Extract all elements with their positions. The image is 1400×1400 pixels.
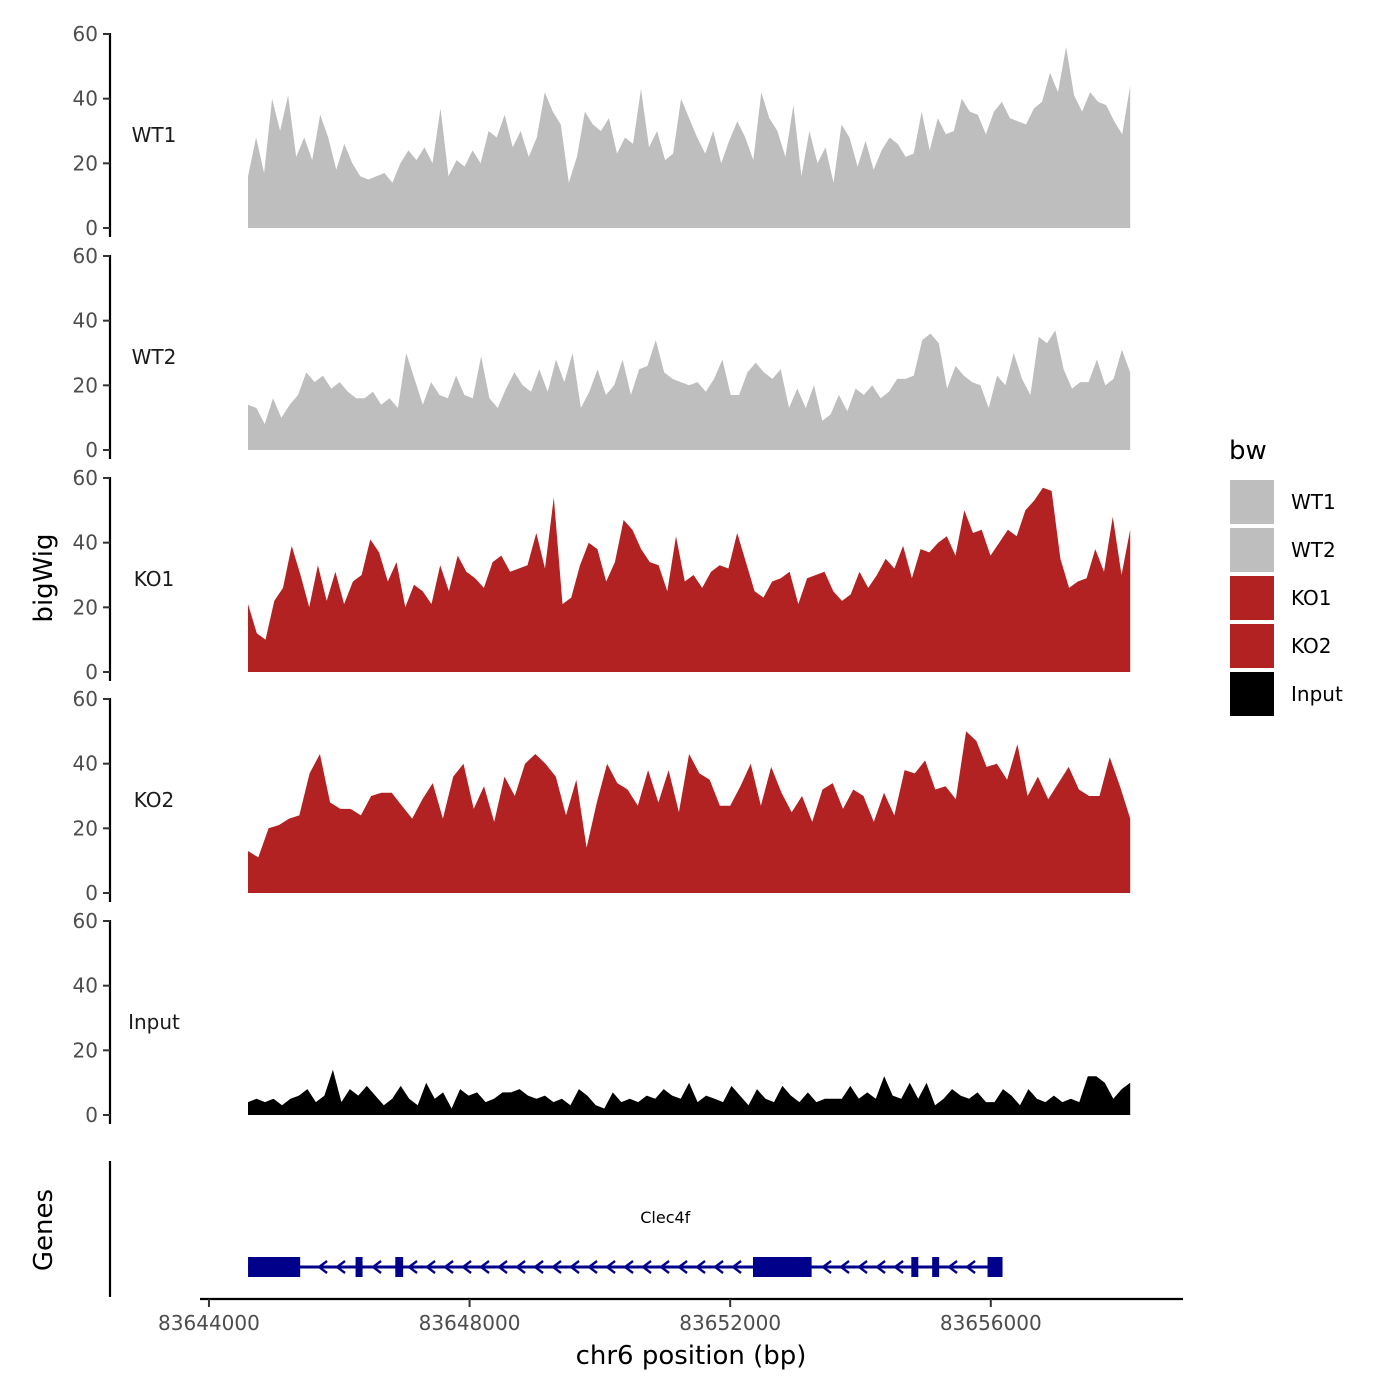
input-y-tick-label: 40 <box>73 974 98 998</box>
legend-label-ko2: KO2 <box>1291 634 1332 658</box>
ko1-y-tick-label: 20 <box>73 595 98 619</box>
strand-arrow <box>623 1260 634 1274</box>
legend-label-ko1: KO1 <box>1291 586 1332 610</box>
ko1-y-tick-label: 40 <box>73 531 98 555</box>
ko1-area <box>248 487 1131 672</box>
gene-track: Clec4f <box>108 1161 1003 1297</box>
gene-exon <box>752 1257 812 1277</box>
wt2-track-label: WT2 <box>132 345 177 369</box>
legend-label-wt2: WT2 <box>1291 538 1336 562</box>
strand-arrow <box>479 1260 490 1274</box>
strand-arrow <box>875 1260 886 1274</box>
x-tick-label: 83644000 <box>158 1311 260 1335</box>
wt2-y-tick-label: 40 <box>73 309 98 333</box>
legend-title: bw <box>1229 436 1267 466</box>
wt2-y-tick-label: 20 <box>73 373 98 397</box>
ko2-area <box>248 731 1131 893</box>
legend-swatch-wt2 <box>1230 528 1274 572</box>
strand-arrow <box>731 1260 742 1274</box>
wt1-y-tick-label: 20 <box>73 151 98 175</box>
wt2-area <box>248 330 1131 450</box>
wt1-track-label: WT1 <box>132 123 177 147</box>
x-axis-title: chr6 position (bp) <box>576 1341 807 1371</box>
input-y-tick-label: 0 <box>85 1103 98 1127</box>
gene-exon <box>987 1257 1003 1277</box>
ko1-y-tick-label: 0 <box>85 660 98 684</box>
input-y-tick-label: 20 <box>73 1038 98 1062</box>
strand-arrow <box>821 1260 832 1274</box>
input-area <box>248 1069 1131 1115</box>
ko1-track-label: KO1 <box>134 567 175 591</box>
ko2-track-label: KO2 <box>134 788 175 812</box>
ko1-y-tick-label: 60 <box>73 466 98 490</box>
strand-arrow <box>659 1260 670 1274</box>
x-tick-label: 83652000 <box>679 1311 781 1335</box>
ko2-y-tick-label: 20 <box>73 816 98 840</box>
strand-arrow <box>965 1260 976 1274</box>
strand-arrow <box>587 1260 598 1274</box>
strand-arrow <box>569 1260 580 1274</box>
ko2-y-tick-label: 60 <box>73 687 98 711</box>
y-axis-ticks: 0 20 40 60 0 20 40 60 0 20 40 60 0 20 40 60 0 20 40 60 <box>73 22 112 1127</box>
strand-arrow <box>551 1260 562 1274</box>
input-track-label: Input <box>128 1010 180 1034</box>
wt1-y-tick-label: 0 <box>85 216 98 240</box>
ko2-y-tick-label: 0 <box>85 881 98 905</box>
wt1-area <box>248 46 1131 229</box>
strand-arrow <box>317 1260 328 1274</box>
legend-swatch-input <box>1230 672 1274 716</box>
wt2-y-tick-label: 0 <box>85 438 98 462</box>
ko2-y-tick-label: 40 <box>73 752 98 776</box>
strand-arrow <box>713 1260 724 1274</box>
wt2-y-tick-label: 60 <box>73 244 98 268</box>
legend-label-wt1: WT1 <box>1291 490 1336 514</box>
x-axis: 83644000 83648000 83652000 83656000 <box>158 1297 1183 1335</box>
genes-axis-title: Genes <box>29 1189 59 1271</box>
legend: bw WT1 WT2 KO1 KO2 Input <box>1229 436 1343 716</box>
strand-arrow <box>641 1260 652 1274</box>
strand-arrow <box>677 1260 688 1274</box>
strand-arrow <box>443 1260 454 1274</box>
y-axis-title: bigWig <box>29 533 59 622</box>
x-tick-label: 83648000 <box>419 1311 521 1335</box>
legend-swatch-ko1 <box>1230 576 1274 620</box>
gene-exon <box>248 1257 301 1277</box>
strand-arrow <box>371 1260 382 1274</box>
gene-name-label: Clec4f <box>640 1208 690 1227</box>
legend-label-input: Input <box>1291 682 1343 706</box>
legend-swatch-wt1 <box>1230 480 1274 524</box>
wt1-y-tick-label: 60 <box>73 22 98 46</box>
legend-swatch-ko2 <box>1230 624 1274 668</box>
gene-exon <box>932 1257 940 1277</box>
strand-arrow <box>425 1260 436 1274</box>
strand-arrow <box>605 1260 616 1274</box>
gene-exon <box>395 1257 404 1277</box>
strand-arrow <box>497 1260 508 1274</box>
strand-arrow <box>461 1260 472 1274</box>
strand-arrow <box>695 1260 706 1274</box>
strand-arrow <box>857 1260 868 1274</box>
strand-arrow <box>947 1260 958 1274</box>
gene-exon <box>355 1257 363 1277</box>
x-tick-label: 83656000 <box>940 1311 1042 1335</box>
strand-arrow <box>335 1260 346 1274</box>
strand-arrow <box>893 1260 904 1274</box>
wt1-y-tick-label: 40 <box>73 87 98 111</box>
strand-arrow <box>533 1260 544 1274</box>
gene-exon <box>911 1257 919 1277</box>
strand-arrow <box>515 1260 526 1274</box>
strand-arrow <box>839 1260 850 1274</box>
input-y-tick-label: 60 <box>73 909 98 933</box>
signal-tracks: WT1 WT2 KO1 KO2 Input <box>128 46 1131 1115</box>
strand-arrow <box>407 1260 418 1274</box>
